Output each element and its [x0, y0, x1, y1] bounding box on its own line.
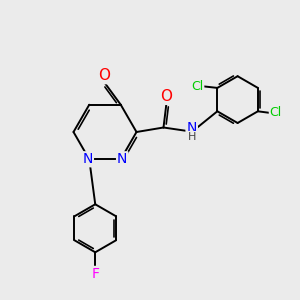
Text: N: N: [187, 121, 197, 135]
Text: O: O: [160, 89, 172, 104]
Text: Cl: Cl: [191, 80, 203, 93]
Text: O: O: [98, 68, 110, 83]
Text: Cl: Cl: [270, 106, 282, 119]
Text: N: N: [82, 152, 93, 166]
Text: N: N: [117, 152, 128, 166]
Text: F: F: [91, 267, 99, 281]
Text: H: H: [188, 131, 196, 142]
